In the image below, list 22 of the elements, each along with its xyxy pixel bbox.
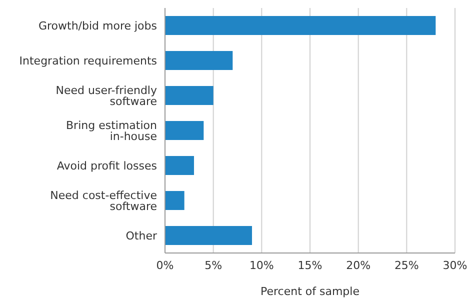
x-axis-title: Percent of sample xyxy=(260,285,360,298)
x-tick-label: 5% xyxy=(204,258,222,272)
bar xyxy=(165,86,214,105)
bar xyxy=(165,191,184,210)
y-tick-label: Other xyxy=(126,229,158,242)
x-tick-label: 10% xyxy=(249,258,274,272)
bar xyxy=(165,156,194,175)
x-tick-label: 20% xyxy=(346,258,371,272)
y-tick-label: Bring estimation in-house xyxy=(66,118,158,143)
y-tick-label: Need user-friendly software xyxy=(56,84,158,108)
bar xyxy=(165,226,252,245)
y-tick-label: Avoid profit losses xyxy=(56,159,158,172)
x-tick-label: 15% xyxy=(298,258,322,272)
x-tick-label: 0% xyxy=(156,258,174,272)
x-tick-label: 25% xyxy=(394,258,419,272)
bar xyxy=(165,121,204,140)
bar xyxy=(165,16,436,35)
y-tick-label: Integration requirements xyxy=(19,54,158,68)
x-tick-label: 30% xyxy=(442,258,468,272)
y-tick-label: Growth/bid more jobs xyxy=(38,19,158,32)
y-tick-label: Need cost-effective software xyxy=(50,188,158,213)
bar xyxy=(165,51,233,70)
